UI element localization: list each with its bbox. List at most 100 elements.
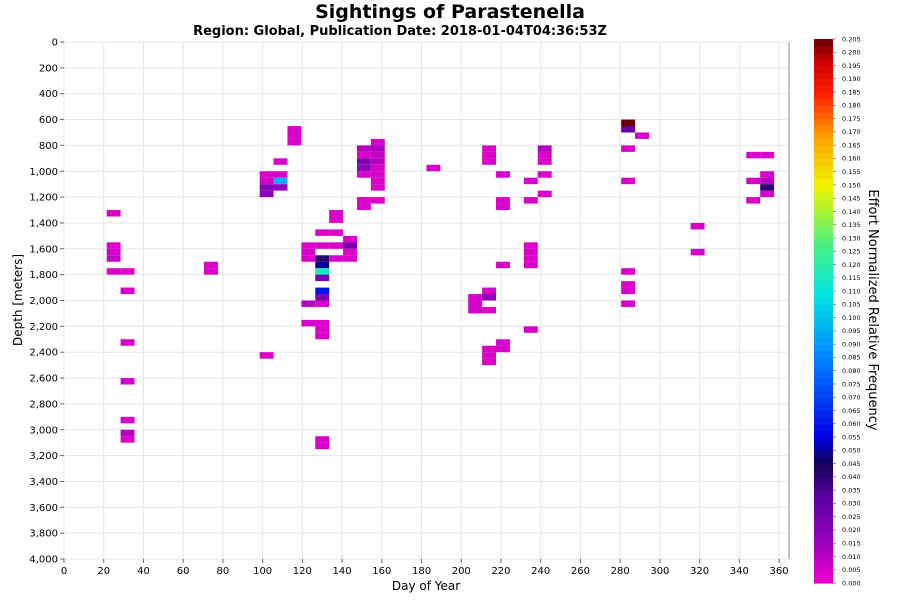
y-tick-label: 1,400 [29,218,58,229]
colorbar-tick-label: 0.170 [842,128,861,136]
colorbar-segment [814,383,833,392]
colorbar-segment [814,410,833,418]
heatmap-cell [760,177,775,185]
heatmap-cell [523,248,538,256]
heatmap-cell [204,268,218,275]
y-axis-label: Depth [meters] [11,254,25,346]
colorbar-segment [814,204,833,213]
colorbar-tick-label: 0.175 [842,115,861,123]
y-tick-label: 3,600 [29,503,58,514]
x-tick-label: 320 [690,566,709,577]
heatmap-cell [635,132,649,139]
colorbar-segment [814,456,833,465]
plot-grid [63,41,789,560]
heatmap-cell [301,242,316,249]
y-tick-label: 3,200 [29,451,58,462]
heatmap-cell [496,345,510,353]
heatmap-cell [329,242,344,249]
heatmap-cell [120,436,135,443]
chart-title: Sightings of Parastenella [315,1,585,23]
colorbar-segment [814,317,833,325]
heatmap-cell [468,300,483,307]
heatmap-cell [259,184,274,191]
heatmap-cell [356,197,371,204]
colorbar-segment [814,377,833,385]
colorbar-segment [814,211,833,219]
heatmap-cell [356,158,371,165]
heatmap-cell [621,145,636,152]
heatmap-cell [356,164,371,172]
heatmap-cell [523,326,538,333]
heatmap-cell [746,197,761,204]
heatmap-cell [482,358,497,366]
x-tick-label: 20 [97,566,110,577]
heatmap-cell [356,171,371,178]
x-tick-label: 240 [531,566,550,577]
colorbar-tick-label: 0.050 [842,447,861,455]
colorbar-segment [814,111,833,120]
colorbar-segment [814,264,833,272]
colorbar-tick-label: 0.115 [842,274,861,282]
y-tick-label: 1,600 [29,244,58,255]
heatmap-cell [356,151,371,159]
heatmap-cell [760,171,775,178]
heatmap-cell [537,158,552,165]
colorbar-segment [814,224,833,232]
colorbar-segment [814,496,833,504]
colorbar-segment [814,437,833,445]
heatmap-cell [690,222,705,230]
heatmap-cell [496,197,510,204]
heatmap-cell [370,177,385,185]
x-tick-label: 0 [61,566,67,577]
colorbar-tick-label: 0.065 [842,407,861,415]
heatmap-cell [468,294,483,301]
heatmap-cell [621,281,636,288]
colorbar-tick-label: 0.020 [842,526,861,534]
heatmap-cell [315,332,330,340]
colorbar-segment [814,191,833,199]
heatmap-cell [523,177,538,185]
colorbar-segment [814,131,833,140]
heatmap-cell [370,158,385,165]
x-tick-label: 120 [293,566,312,577]
colorbar [814,39,833,584]
colorbar-segment [814,324,833,332]
colorbar-segment [814,271,833,279]
colorbar-segment [814,78,833,87]
heatmap-cell [273,158,288,165]
heatmap-cell [329,216,344,223]
heatmap-cell [315,436,330,443]
heatmap-cell [287,138,302,146]
colorbar-tick-label: 0.180 [842,102,861,110]
colorbar-segment [814,397,833,405]
heatmap-cell [106,255,121,262]
heatmap-cell [621,287,636,295]
heatmap-cell [343,248,357,256]
heatmap-cell [106,210,121,217]
colorbar-segment [814,85,833,93]
heatmap-cell [426,164,441,172]
y-tick-label: 400 [39,89,58,100]
x-tick-label: 360 [770,566,789,577]
colorbar-tick-label: 0.035 [842,486,861,494]
heatmap-cell [523,255,538,262]
y-tick-label: 2,400 [29,348,58,359]
x-tick-label: 260 [571,566,590,577]
heatmap-cell [468,306,483,314]
colorbar-segment [814,171,833,179]
colorbar-segment [814,350,833,359]
y-tick-label: 2,200 [29,322,58,333]
colorbar-segment [814,516,833,524]
y-tick-label: 600 [39,115,58,126]
heatmap-cell [496,261,510,269]
colorbar-segment [814,251,833,259]
colorbar-tick-label: 0.030 [842,500,861,508]
colorbar-segment [814,244,833,252]
colorbar-segment [814,423,833,432]
colorbar-segment [814,476,833,485]
heatmap-cell [482,306,497,314]
chart-subtitle: Region: Global, Publication Date: 2018-0… [193,24,607,39]
y-tick-label: 2,600 [29,374,58,385]
colorbar-tick-label: 0.025 [842,513,861,521]
x-tick-label: 180 [412,566,431,577]
